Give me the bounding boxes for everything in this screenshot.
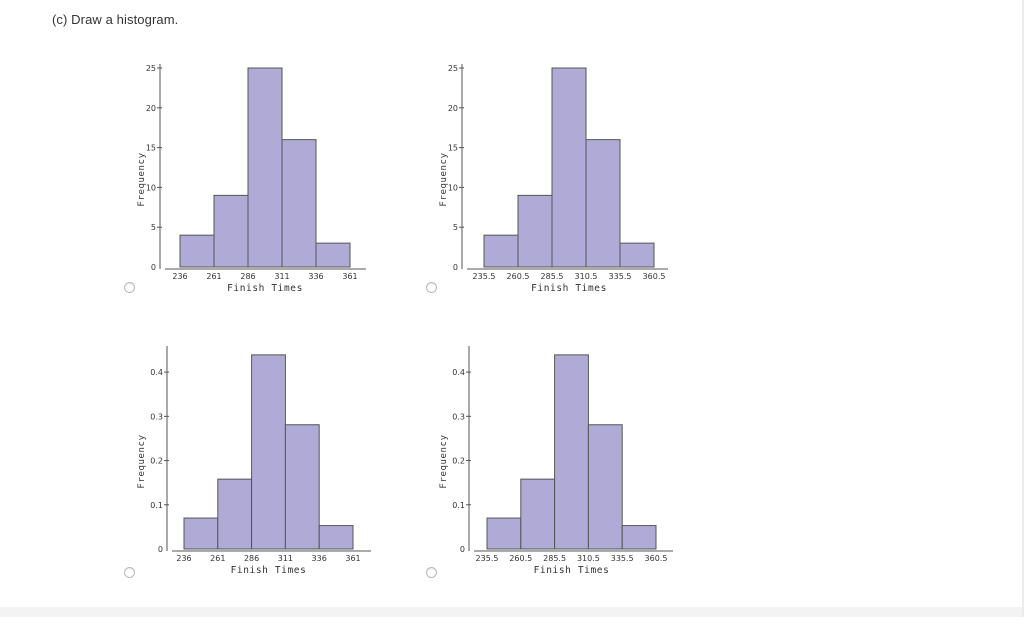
histogram-c-svg: 0 0.1 0.2 0.3 0.4 236 261 286 311 336 361 Finish Ti… [137,346,371,576]
histogram-option-b: 0 5 10 15 20 25 235.5 260.5 285.5 310.5 335.5 360.5… [430,60,730,350]
y-tick-label: 10 [146,183,156,192]
histogram-bar [551,67,587,268]
radio-option-c[interactable] [124,567,135,578]
histogram-bar [251,354,286,550]
histogram-bar [315,242,351,268]
x-axis-title: Finish Times [227,283,303,294]
histogram-bar [183,517,219,550]
x-tick-label: 360.5 [643,272,666,281]
y-tick-label: 0 [158,545,163,554]
y-tick-label: 0.3 [452,412,465,421]
y-tick-label: 5 [453,223,458,232]
x-tick-label: 360.5 [645,554,668,563]
y-tick-label: 0.2 [452,457,465,466]
y-axis-title: Frequency [137,434,147,488]
x-tick-label: 286 [240,272,255,281]
x-tick-label: 285.5 [543,554,566,563]
histogram-bar [517,194,553,268]
x-tick-label: 236 [176,554,191,563]
histogram-bar [281,139,317,268]
x-tick-label: 235.5 [473,272,496,281]
y-axis-title: Frequency [439,152,449,206]
scrollbar-track [1022,0,1024,617]
histogram-a-svg: 0 5 10 15 20 25 236 261 286 311 336 361 Finish Times… [137,64,366,294]
histogram-bar [621,525,657,550]
histogram-bar [554,354,589,550]
histogram-bar [587,424,623,550]
y-tick-label: 15 [146,144,156,153]
y-tick-label: 20 [146,104,156,113]
x-axis-title: Finish Times [531,283,607,294]
y-tick-label: 5 [151,223,156,232]
radio-option-a[interactable] [124,282,135,293]
x-tick-label: 361 [342,272,357,281]
radio-option-b[interactable] [426,282,437,293]
histogram-b-svg: 0 5 10 15 20 25 235.5 260.5 285.5 310.5 335.5 360.5… [439,64,668,294]
histogram-option-d: 0 0.1 0.2 0.3 0.4 235.5 260.5 285.5 310.5 335.5 36… [430,346,730,636]
x-tick-label: 311 [278,554,293,563]
y-tick-label: 25 [146,64,156,73]
y-axis-title: Frequency [137,152,147,206]
y-tick-label: 0.4 [452,368,465,377]
x-tick-label: 310.5 [577,554,600,563]
histogram-bar [247,67,283,268]
x-tick-label: 285.5 [541,272,564,281]
question-prompt: (c) Draw a histogram. [52,12,179,27]
x-tick-label: 236 [172,272,187,281]
y-tick-label: 0 [453,263,458,272]
y-tick-label: 25 [448,64,458,73]
histogram-option-c: 0 0.1 0.2 0.3 0.4 236 261 286 311 336 361 Finish Ti… [128,346,428,636]
y-tick-label: 0.1 [150,501,163,510]
histogram-option-a: 0 5 10 15 20 25 236 261 286 311 336 361 Finish Times… [128,60,428,350]
y-axis-title: Frequency [439,434,449,488]
histogram-bar [486,517,522,550]
x-tick-label: 286 [244,554,259,563]
x-tick-label: 336 [308,272,323,281]
histogram-bar [619,242,655,268]
x-axis-title: Finish Times [231,565,307,576]
x-tick-label: 261 [210,554,225,563]
y-tick-label: 0 [151,263,156,272]
page-footer-band [0,607,1024,617]
histogram-d-svg: 0 0.1 0.2 0.3 0.4 235.5 260.5 285.5 310.5 335.5 36… [439,346,673,576]
y-tick-label: 20 [448,104,458,113]
y-tick-label: 0.4 [150,368,163,377]
x-axis-title: Finish Times [534,565,610,576]
histogram-bar [483,234,519,268]
x-tick-label: 261 [206,272,221,281]
histogram-bar [585,139,621,268]
histogram-bar [318,525,354,550]
y-tick-label: 10 [448,183,458,192]
histogram-bar [520,478,556,550]
y-tick-label: 0.2 [150,457,163,466]
radio-option-d[interactable] [426,567,437,578]
y-tick-label: 0 [460,545,465,554]
x-tick-label: 361 [345,554,360,563]
x-tick-label: 260.5 [507,272,530,281]
y-tick-label: 0.3 [150,412,163,421]
y-tick-label: 0.1 [452,501,465,510]
x-tick-label: 335.5 [611,554,634,563]
x-tick-label: 310.5 [575,272,598,281]
histogram-bar [213,194,249,268]
histogram-bar [284,424,320,550]
histogram-bar [179,234,215,268]
x-tick-label: 235.5 [476,554,499,563]
x-tick-label: 335.5 [609,272,632,281]
x-tick-label: 311 [274,272,289,281]
x-tick-label: 336 [312,554,327,563]
y-tick-label: 15 [448,144,458,153]
x-tick-label: 260.5 [509,554,532,563]
histogram-bar [217,478,253,550]
